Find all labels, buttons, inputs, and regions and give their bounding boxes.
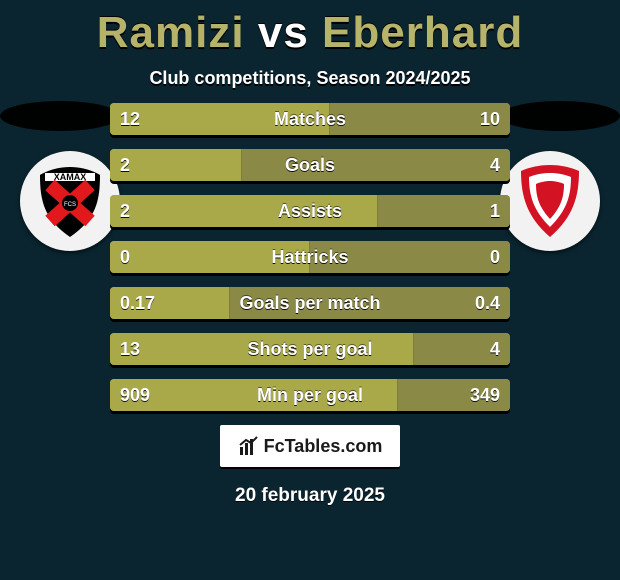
comparison-body: XAMAX FCS 1210Matches24Goals21Assists00H… <box>0 103 620 411</box>
player-right-name: Eberhard <box>322 8 523 57</box>
stat-value-right: 4 <box>490 149 500 181</box>
club-badge-left: XAMAX FCS <box>20 151 120 251</box>
stat-row: 909349Min per goal <box>110 379 510 411</box>
comparison-subtitle: Club competitions, Season 2024/2025 <box>0 68 620 89</box>
svg-text:XAMAX: XAMAX <box>54 172 87 182</box>
player-right-shadow <box>500 101 620 131</box>
stat-seg-left <box>110 241 310 273</box>
stat-row: 21Assists <box>110 195 510 227</box>
stat-row: 134Shots per goal <box>110 333 510 365</box>
stat-value-right: 4 <box>490 333 500 365</box>
stat-value-right: 10 <box>480 103 500 135</box>
brand-text: FcTables.com <box>264 436 383 457</box>
stat-seg-left <box>110 103 330 135</box>
title-vs: vs <box>258 8 309 57</box>
generation-date: 20 february 2025 <box>0 485 620 507</box>
stat-bars: 1210Matches24Goals21Assists00Hattricks0.… <box>110 103 510 411</box>
xamax-badge-icon: XAMAX FCS <box>30 161 110 241</box>
brand-footer: FcTables.com <box>220 425 400 467</box>
stat-row: 1210Matches <box>110 103 510 135</box>
stat-value-left: 2 <box>120 149 130 181</box>
stat-value-left: 909 <box>120 379 150 411</box>
stat-value-right: 1 <box>490 195 500 227</box>
stat-value-left: 2 <box>120 195 130 227</box>
stat-seg-left <box>110 195 378 227</box>
chart-icon <box>238 435 260 457</box>
stat-seg-right <box>242 149 510 181</box>
stat-seg-right <box>230 287 510 319</box>
stat-value-left: 13 <box>120 333 140 365</box>
stat-value-left: 12 <box>120 103 140 135</box>
stat-row: 24Goals <box>110 149 510 181</box>
svg-text:FCS: FCS <box>64 202 76 208</box>
stat-value-right: 349 <box>470 379 500 411</box>
club-badge-right <box>500 151 600 251</box>
stat-row: 00Hattricks <box>110 241 510 273</box>
vaduz-badge-icon <box>513 161 587 241</box>
stat-row: 0.170.4Goals per match <box>110 287 510 319</box>
stat-seg-left <box>110 379 398 411</box>
stat-seg-left <box>110 333 414 365</box>
stat-seg-right <box>310 241 510 273</box>
stat-value-right: 0.4 <box>475 287 500 319</box>
comparison-title: Ramizi vs Eberhard <box>0 0 620 58</box>
player-left-name: Ramizi <box>97 8 245 57</box>
stat-value-left: 0 <box>120 241 130 273</box>
stat-value-left: 0.17 <box>120 287 155 319</box>
player-left-shadow <box>0 101 120 131</box>
stat-value-right: 0 <box>490 241 500 273</box>
